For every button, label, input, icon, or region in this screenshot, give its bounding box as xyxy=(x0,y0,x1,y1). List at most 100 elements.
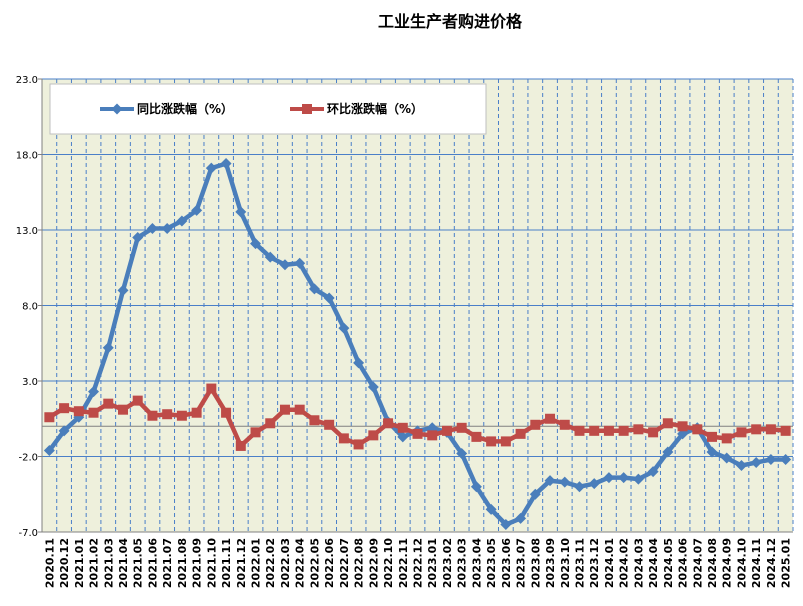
data-point-square xyxy=(235,440,246,451)
x-tick-label: 2022.03 xyxy=(279,538,292,588)
data-point-diamond xyxy=(176,215,188,227)
x-tick-label: 2024.01 xyxy=(603,538,616,588)
data-point-diamond xyxy=(397,431,409,443)
data-point-diamond xyxy=(765,454,777,466)
data-point-square xyxy=(751,424,762,435)
data-point-square xyxy=(765,424,776,435)
data-point-square xyxy=(383,418,394,429)
data-point-square xyxy=(221,407,232,418)
x-tick-label: 2024.06 xyxy=(677,538,690,588)
x-tick-label: 2023.10 xyxy=(559,538,572,588)
data-point-square xyxy=(618,425,629,436)
data-point-diamond xyxy=(750,457,762,469)
x-tick-label: 2024.08 xyxy=(706,538,719,588)
axes: -7.0 -2.0 3.0 8.0 13.0 18.0 23.0 2020.11 2020.12… xyxy=(16,75,793,588)
data-point-diamond xyxy=(220,158,232,170)
data-point-diamond xyxy=(618,472,630,484)
data-point-diamond xyxy=(279,259,291,271)
data-point-square xyxy=(147,410,158,421)
x-tick-label: 2024.03 xyxy=(632,538,645,588)
data-point-square xyxy=(559,419,570,430)
data-point-diamond xyxy=(235,206,247,218)
data-point-diamond xyxy=(88,386,100,398)
data-point-square xyxy=(294,404,305,415)
data-point-square xyxy=(132,395,143,406)
x-tick-label: 2024.11 xyxy=(750,538,763,588)
x-tick-label: 2022.04 xyxy=(294,538,307,588)
y-tick-label: 8.0 xyxy=(22,302,38,313)
data-point-diamond xyxy=(146,222,158,234)
data-point-square xyxy=(265,418,276,429)
x-tick-label: 2023.08 xyxy=(529,538,542,588)
x-tick-label: 2024.12 xyxy=(765,538,778,588)
data-point-square xyxy=(677,421,688,432)
x-tick-label: 2024.07 xyxy=(691,538,704,588)
x-tick-label: 2023.06 xyxy=(500,538,513,588)
data-point-diamond xyxy=(117,284,129,296)
x-tick-label: 2021.05 xyxy=(132,538,145,588)
x-tick-label: 2022.02 xyxy=(264,538,277,588)
data-point-square xyxy=(73,406,84,417)
data-point-diamond xyxy=(323,292,335,304)
data-point-square xyxy=(88,407,99,418)
data-point-square xyxy=(117,404,128,415)
y-tick-label: -7.0 xyxy=(18,528,38,539)
x-tick-label: 2021.11 xyxy=(220,538,233,588)
data-point-diamond xyxy=(515,512,527,524)
legend: 同比涨跌幅（%） 环比涨跌幅（%） xyxy=(49,83,487,135)
data-point-square xyxy=(648,427,659,438)
data-point-diamond xyxy=(706,446,718,458)
data-point-diamond xyxy=(573,481,585,493)
data-point-square xyxy=(721,433,732,444)
y-tick-label: -2.0 xyxy=(18,453,38,464)
x-tick-label: 2022.08 xyxy=(353,538,366,588)
data-point-diamond xyxy=(367,381,379,393)
data-point-square xyxy=(692,424,703,435)
x-tick-label: 2021.02 xyxy=(88,538,101,588)
data-point-square xyxy=(736,427,747,438)
data-point-square xyxy=(589,425,600,436)
data-point-square xyxy=(103,398,114,409)
x-tick-label: 2024.02 xyxy=(618,538,631,588)
data-point-square xyxy=(471,431,482,442)
x-tick-label: 2023.11 xyxy=(573,538,586,588)
x-tick-label: 2021.09 xyxy=(191,538,204,588)
x-tick-label: 2023.12 xyxy=(588,538,601,588)
x-tick-label: 2023.01 xyxy=(426,538,439,588)
data-point-square xyxy=(500,436,511,447)
data-point-square xyxy=(456,422,467,433)
data-point-square xyxy=(707,431,718,442)
data-point-diamond xyxy=(338,322,350,334)
legend-item-mom: 环比涨跌幅（%） xyxy=(290,101,423,116)
data-point-diamond xyxy=(647,466,659,478)
x-tick-label: 2021.06 xyxy=(146,538,159,588)
data-point-square xyxy=(780,425,791,436)
data-point-diamond xyxy=(735,460,747,472)
x-tick-label: 2021.10 xyxy=(205,538,218,588)
data-point-square xyxy=(662,418,673,429)
x-tick-label: 2020.12 xyxy=(58,538,71,588)
data-point-diamond xyxy=(632,473,644,485)
data-point-diamond xyxy=(294,257,306,269)
x-tick-label: 2023.07 xyxy=(515,538,528,588)
data-point-diamond xyxy=(250,238,262,250)
data-point-square xyxy=(279,404,290,415)
x-tick-label: 2023.02 xyxy=(441,538,454,588)
y-tick-label: 3.0 xyxy=(22,377,38,388)
x-tick-label: 2024.05 xyxy=(662,538,675,588)
data-point-diamond xyxy=(132,232,144,244)
x-tick-label: 2022.11 xyxy=(397,538,410,588)
data-point-diamond xyxy=(529,488,541,500)
data-point-diamond xyxy=(662,446,674,458)
y-tick-label: 18.0 xyxy=(16,151,38,162)
data-point-square xyxy=(250,427,261,438)
data-point-square xyxy=(191,407,202,418)
data-point-square xyxy=(368,430,379,441)
data-point-square xyxy=(603,425,614,436)
data-point-diamond xyxy=(456,447,468,459)
x-tick-label: 2022.10 xyxy=(382,538,395,588)
data-point-diamond xyxy=(161,222,173,234)
legend-label-yoy: 同比涨跌幅（%） xyxy=(137,101,233,116)
data-point-square xyxy=(176,410,187,421)
